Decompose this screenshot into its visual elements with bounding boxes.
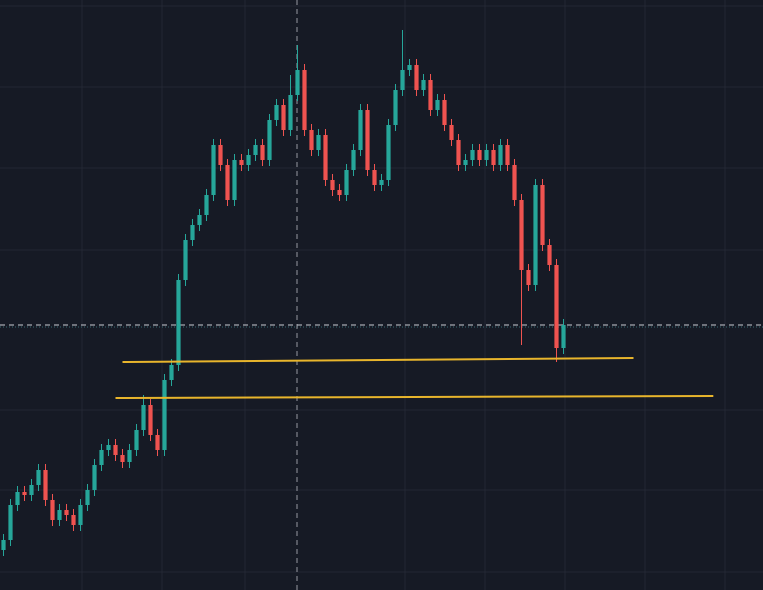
candle-body bbox=[337, 190, 342, 195]
candle-body bbox=[239, 160, 244, 165]
candle-body bbox=[162, 380, 167, 450]
candle-body bbox=[400, 70, 405, 90]
candle-body bbox=[302, 70, 307, 130]
candle-body bbox=[491, 150, 496, 165]
level-line bbox=[115, 395, 714, 399]
candle-body bbox=[330, 180, 335, 190]
candle-body bbox=[127, 450, 132, 462]
candle-body bbox=[64, 510, 69, 515]
candle-body bbox=[372, 170, 377, 185]
candle-body bbox=[78, 505, 83, 525]
candle-body bbox=[288, 95, 293, 130]
candle-body bbox=[365, 110, 370, 170]
candle-body bbox=[113, 445, 118, 455]
candle-body bbox=[225, 165, 230, 200]
candle-body bbox=[435, 100, 440, 110]
candle-body bbox=[1, 540, 6, 550]
candle-body bbox=[204, 195, 209, 215]
candle-body bbox=[358, 110, 363, 150]
candle-body bbox=[169, 365, 174, 380]
candle-body bbox=[309, 130, 314, 150]
candle-body bbox=[484, 150, 489, 160]
candle-body bbox=[148, 405, 153, 435]
candle-body bbox=[477, 150, 482, 160]
candle-body bbox=[15, 492, 20, 505]
candle-body bbox=[155, 435, 160, 450]
candle-body bbox=[449, 125, 454, 140]
candle-body bbox=[190, 225, 195, 240]
candle-body bbox=[253, 145, 258, 155]
candle-body bbox=[274, 105, 279, 120]
candle-body bbox=[36, 470, 41, 485]
candle-body bbox=[505, 145, 510, 165]
candle-body bbox=[470, 150, 475, 160]
candle-body bbox=[442, 100, 447, 125]
candle-body bbox=[295, 70, 300, 95]
candle-body bbox=[120, 455, 125, 462]
candle-body bbox=[267, 120, 272, 160]
candle-body bbox=[134, 430, 139, 450]
candle-body bbox=[281, 105, 286, 130]
candle-body bbox=[547, 245, 552, 265]
candle-body bbox=[71, 515, 76, 525]
candle-body bbox=[246, 155, 251, 165]
candle-body bbox=[106, 445, 111, 450]
candle-body bbox=[414, 65, 419, 90]
candle-body bbox=[561, 325, 566, 348]
candle-body bbox=[316, 135, 321, 150]
candle-body bbox=[344, 170, 349, 195]
candle-body bbox=[50, 500, 55, 520]
candle-body bbox=[379, 180, 384, 185]
candle-body bbox=[141, 405, 146, 430]
candle-body bbox=[43, 470, 48, 500]
candle-body bbox=[428, 80, 433, 110]
candle-body bbox=[421, 80, 426, 90]
candle-body bbox=[533, 185, 538, 285]
candle-body bbox=[519, 200, 524, 270]
candle-body bbox=[29, 485, 34, 495]
candle-body bbox=[8, 505, 13, 540]
candle-body bbox=[323, 135, 328, 180]
candle-body bbox=[197, 215, 202, 225]
candle-body bbox=[183, 240, 188, 280]
candle-body bbox=[512, 165, 517, 200]
candle-body bbox=[232, 160, 237, 200]
candle-body bbox=[260, 145, 265, 160]
candle-body bbox=[176, 280, 181, 365]
candle-body bbox=[99, 450, 104, 465]
candle-body bbox=[456, 140, 461, 165]
candle-body bbox=[540, 185, 545, 245]
candle-body bbox=[498, 145, 503, 165]
candle-body bbox=[92, 465, 97, 490]
candle-body bbox=[351, 150, 356, 170]
candle-body bbox=[211, 145, 216, 195]
candle-body bbox=[22, 492, 27, 495]
candle-body bbox=[393, 90, 398, 125]
candle-body bbox=[218, 145, 223, 165]
level-line bbox=[122, 357, 634, 363]
candle-body bbox=[526, 270, 531, 285]
candle-body bbox=[386, 125, 391, 180]
candle-body bbox=[463, 160, 468, 165]
candle-body bbox=[407, 65, 412, 70]
candle-body bbox=[57, 510, 62, 520]
candle-body bbox=[85, 490, 90, 505]
candle-body bbox=[554, 265, 559, 348]
